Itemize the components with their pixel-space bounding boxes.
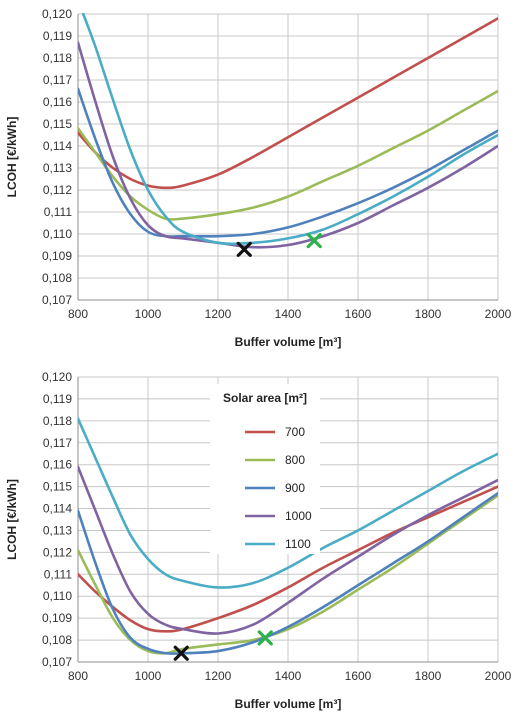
y-tick-label: 0,117: [43, 436, 72, 450]
x-tick-label: 1600: [345, 307, 372, 321]
y-tick-label: 0,116: [43, 95, 72, 109]
legend-label-900: 900: [285, 481, 305, 495]
legend-label-800: 800: [285, 453, 305, 467]
legend-label-1000: 1000: [285, 509, 312, 523]
series-line-700: [78, 17, 498, 190]
y-tick-label: 0,111: [44, 205, 73, 219]
legend-label-1100: 1100: [285, 537, 311, 551]
x-tick-label: 2000: [485, 669, 512, 683]
legend: Solar area [m²] 700 800 900 1000 1100: [210, 384, 320, 554]
x-axis-title: Buffer volume [m³]: [235, 335, 342, 349]
y-tick-label: 0,118: [43, 414, 72, 428]
y-tick-label: 0,113: [43, 523, 72, 537]
y-tick-label: 0,113: [43, 161, 72, 175]
y-tick-label: 0,107: [42, 655, 72, 669]
series-line-1000: [78, 41, 498, 249]
y-tick-label: 0,112: [43, 545, 72, 559]
chart-2: 0,107 0,108 0,109 0,110 0,111 0,112 0,113 0,114…: [5, 370, 512, 711]
series-line-800: [78, 89, 498, 221]
x-axis-title: Buffer volume [m³]: [235, 697, 342, 711]
series-line-900: [78, 491, 498, 655]
x-tick-label: 1000: [135, 669, 162, 683]
y-axis-title: LCOH [€/kWh]: [5, 479, 19, 560]
y-tick-label: 0,107: [42, 293, 72, 307]
optimum-marker-1: [173, 645, 189, 661]
series-line-800: [78, 494, 498, 655]
y-tick-label: 0,109: [42, 611, 72, 625]
x-tick-label: 1400: [275, 307, 302, 321]
y-tick-label: 0,114: [43, 502, 72, 516]
x-tick-label: 1800: [415, 669, 442, 683]
x-tick-label: 2000: [485, 307, 512, 321]
x-tick-label: 1800: [415, 307, 442, 321]
y-tick-label: 0,115: [43, 117, 72, 131]
y-tick-label: 0,108: [42, 271, 72, 285]
x-tick-label: 1000: [135, 307, 162, 321]
y-tick-label: 0,111: [44, 567, 73, 581]
y-tick-label: 0,120: [42, 370, 72, 384]
legend-label-700: 700: [285, 425, 305, 439]
legend-title: Solar area [m²]: [223, 391, 307, 405]
x-tick-label: 800: [68, 307, 88, 321]
series-line-1100: [78, 417, 498, 589]
y-tick-label: 0,114: [43, 139, 72, 153]
y-tick-label: 0,109: [42, 249, 72, 263]
x-tick-label: 1200: [205, 669, 232, 683]
chart-1: 0,107 0,108 0,109 0,110 0,111 0,112 0,113 0,114…: [5, 7, 512, 349]
optimum-marker-1: [236, 241, 252, 257]
series-line-1100: [81, 13, 498, 246]
x-tick-label: 1600: [345, 669, 372, 683]
y-axis-title: LCOH [€/kWh]: [5, 117, 19, 198]
optimum-marker-2: [306, 233, 322, 249]
y-tick-label: 0,116: [43, 458, 72, 472]
y-tick-label: 0,108: [42, 633, 72, 647]
y-tick-label: 0,115: [43, 480, 72, 494]
optimum-marker-2: [257, 630, 273, 646]
x-tick-label: 1200: [205, 307, 232, 321]
y-tick-label: 0,110: [43, 227, 72, 241]
y-tick-label: 0,119: [43, 29, 72, 43]
y-tick-label: 0,117: [43, 73, 72, 87]
y-tick-label: 0,112: [43, 183, 72, 197]
y-tick-label: 0,110: [43, 589, 72, 603]
y-tick-label: 0,118: [43, 51, 72, 65]
series-line-900: [78, 87, 498, 238]
y-tick-label: 0,119: [43, 392, 72, 406]
x-tick-label: 800: [68, 669, 88, 683]
x-tick-label: 1400: [275, 669, 302, 683]
series-line-1000: [78, 465, 498, 635]
y-tick-label: 0,120: [42, 7, 72, 21]
legend-box: [210, 384, 320, 554]
series-group: [78, 417, 498, 655]
series-group: [78, 13, 498, 249]
